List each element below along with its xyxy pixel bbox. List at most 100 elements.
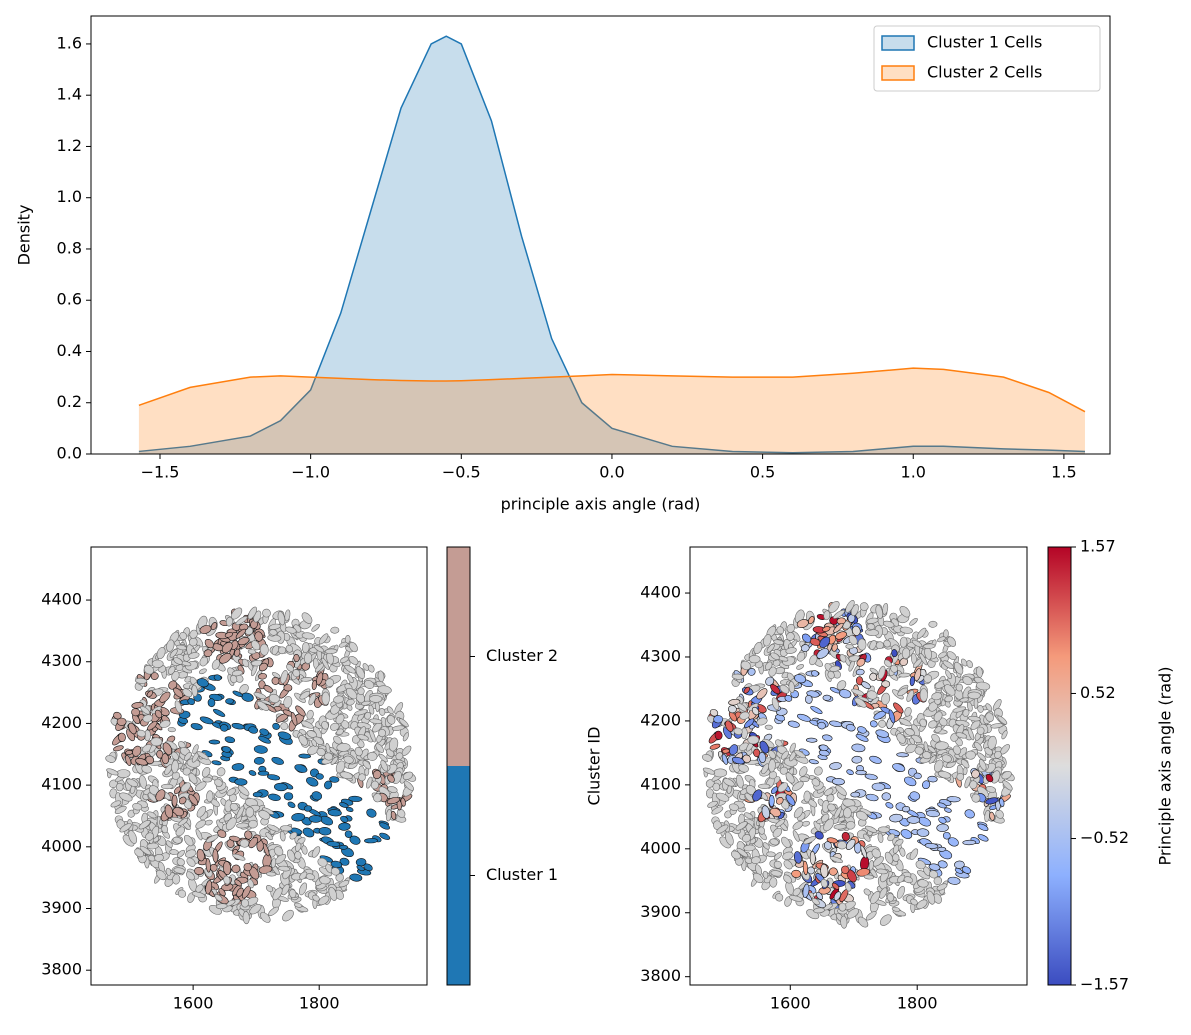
y-tick-label: 4400 — [640, 583, 681, 602]
cell — [833, 622, 844, 633]
cell — [878, 665, 886, 680]
cell — [134, 677, 148, 684]
cell — [937, 846, 947, 852]
cell — [931, 692, 943, 701]
cell — [905, 743, 917, 754]
cell — [269, 629, 278, 636]
cell — [928, 720, 938, 729]
cell — [794, 749, 806, 759]
cell — [262, 608, 271, 618]
cell — [369, 718, 383, 724]
cell — [761, 763, 770, 775]
cell — [831, 643, 838, 652]
cell — [146, 842, 159, 850]
cell — [373, 793, 382, 803]
cell — [206, 790, 214, 803]
cell — [990, 723, 1004, 729]
cell — [725, 720, 734, 732]
cell — [321, 721, 329, 730]
cell — [946, 796, 961, 803]
cell — [286, 664, 294, 672]
cell — [801, 633, 812, 643]
cell — [851, 743, 866, 753]
cell — [995, 809, 1004, 819]
cell — [400, 797, 406, 807]
cell — [187, 698, 195, 706]
cell — [212, 848, 219, 863]
cell — [1001, 730, 1008, 740]
cell — [312, 894, 320, 902]
cell — [126, 778, 139, 787]
cell — [283, 792, 294, 801]
cell — [221, 642, 233, 654]
cell — [803, 836, 816, 845]
cell — [253, 692, 267, 700]
cell — [247, 878, 255, 889]
cell — [752, 872, 764, 884]
cell — [770, 870, 783, 877]
cell — [774, 893, 784, 902]
cell — [701, 754, 713, 762]
cell — [926, 810, 940, 818]
cell — [254, 631, 263, 642]
cell — [806, 737, 818, 743]
cell — [265, 884, 274, 893]
cell — [141, 765, 152, 774]
cell — [954, 867, 963, 874]
cell — [249, 904, 262, 915]
cell — [207, 698, 216, 708]
cell — [345, 806, 354, 812]
cell — [977, 705, 984, 713]
cell — [237, 637, 250, 646]
cell — [128, 830, 137, 844]
cell — [934, 759, 944, 773]
cell — [185, 849, 197, 858]
cell — [295, 705, 306, 717]
cell — [386, 715, 396, 725]
legend-swatch — [881, 65, 915, 81]
cell — [259, 728, 270, 736]
cell — [896, 752, 909, 758]
cell — [357, 687, 365, 696]
cell — [831, 882, 840, 890]
cell — [338, 880, 350, 888]
cell — [171, 751, 179, 761]
cell — [987, 735, 997, 750]
colorbar-label: Principle axis angle (rad) — [1156, 667, 1175, 866]
cell — [985, 703, 993, 712]
cell — [169, 849, 179, 855]
cell — [370, 780, 379, 790]
cell — [305, 873, 316, 881]
cell — [168, 665, 176, 675]
cell — [169, 648, 178, 658]
cell — [714, 730, 723, 740]
cell — [196, 751, 209, 760]
cell — [769, 838, 780, 846]
cell — [829, 856, 843, 863]
cell — [890, 664, 898, 673]
cell — [209, 863, 218, 872]
cell — [172, 874, 181, 885]
cell — [306, 777, 319, 787]
x-axis-label: principle axis angle (rad) — [501, 495, 701, 514]
legend-swatch — [881, 35, 915, 51]
cell — [301, 632, 315, 640]
cell — [369, 729, 376, 743]
cell — [752, 789, 763, 802]
cell — [931, 733, 940, 743]
cell — [856, 658, 866, 667]
cell — [936, 883, 948, 891]
cell — [354, 709, 368, 716]
cell — [878, 719, 887, 728]
cell — [871, 848, 882, 859]
cell — [377, 670, 385, 683]
cell — [154, 853, 164, 862]
cell — [324, 752, 334, 761]
colorbar-tick-label: 1.57 — [1080, 537, 1116, 556]
cell — [223, 875, 231, 885]
axes-frame — [90, 546, 428, 986]
cell — [106, 768, 119, 776]
cell — [335, 760, 346, 774]
cell — [962, 839, 977, 846]
density-area — [138, 36, 1085, 454]
